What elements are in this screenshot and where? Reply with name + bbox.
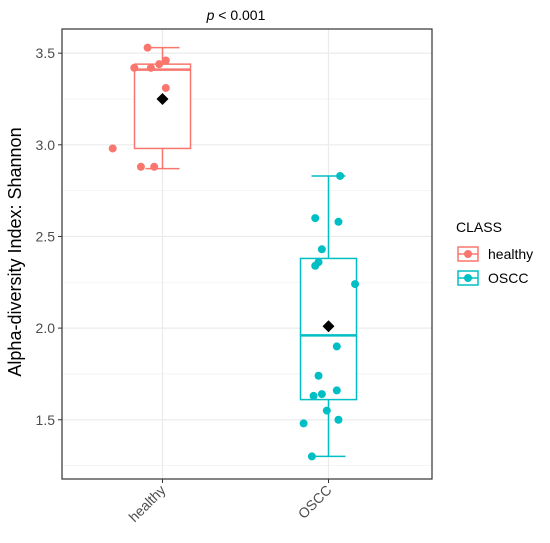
box-layer [133, 46, 358, 458]
data-point [317, 390, 326, 399]
data-point [334, 217, 343, 226]
data-point [161, 56, 170, 65]
x-tick-label: OSCC [295, 482, 335, 522]
data-point [311, 214, 320, 223]
x-axis-ticks: healthy OSCC [125, 479, 335, 525]
p-value-text: < 0.001 [214, 7, 265, 23]
y-tick-label: 1.5 [36, 412, 56, 428]
data-point [143, 43, 152, 52]
data-point [351, 280, 360, 289]
data-point [146, 63, 155, 72]
legend-entry: OSCC [457, 270, 528, 286]
y-tick-label: 3.0 [36, 137, 56, 153]
mean-layer [156, 92, 335, 333]
data-point [309, 391, 318, 400]
data-point [130, 63, 139, 72]
legend-label: healthy [488, 246, 533, 262]
data-point [317, 245, 326, 254]
legend-title: CLASS [456, 219, 502, 235]
y-tick-label: 2.5 [36, 228, 56, 244]
data-point [155, 60, 164, 69]
y-axis-ticks: 1.5 2.0 2.5 3.0 3.5 [36, 45, 62, 428]
data-point [108, 144, 117, 153]
legend: CLASS healthy OSCC [456, 219, 533, 286]
data-point [136, 162, 145, 171]
data-point [299, 419, 308, 428]
legend-entry: healthy [457, 246, 533, 262]
data-point [314, 258, 323, 267]
data-point [332, 342, 341, 351]
data-point [150, 162, 159, 171]
legend-key-point [464, 250, 472, 258]
data-point [336, 171, 345, 180]
mean-marker [156, 92, 169, 105]
plot-panel-border [61, 28, 433, 480]
data-point [314, 371, 323, 380]
y-axis-label: Alpha-diversity Index: Shannon [5, 127, 25, 376]
legend-key-point [464, 274, 472, 282]
grid-lines [62, 29, 432, 479]
y-tick-label: 3.5 [36, 45, 56, 61]
data-point [322, 406, 331, 415]
p-value-italic: p [206, 7, 215, 23]
mean-marker [322, 320, 335, 333]
data-point [332, 386, 341, 395]
box-iqr [133, 63, 192, 150]
data-point [307, 452, 316, 461]
plot-panel-bg [62, 29, 432, 479]
legend-label: OSCC [488, 270, 528, 286]
x-tick-label: healthy [125, 482, 168, 525]
data-point [161, 83, 170, 92]
data-point [334, 415, 343, 424]
p-value-annotation: p < 0.001 [206, 7, 266, 23]
point-layer [108, 43, 360, 461]
y-tick-label: 2.0 [36, 320, 56, 336]
